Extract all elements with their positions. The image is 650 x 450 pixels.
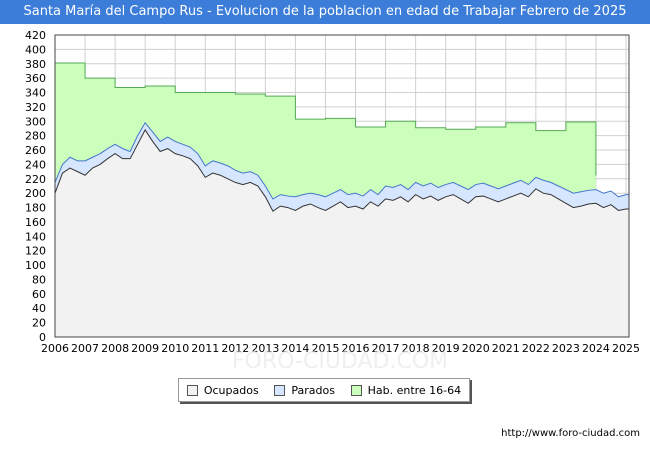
y-tick-label: 300	[25, 115, 46, 128]
legend-item-hab: Hab. entre 16-64	[350, 383, 462, 397]
x-tick-label: 2020	[462, 342, 490, 355]
x-tick-label: 2024	[582, 342, 610, 355]
y-tick-label: 40	[32, 302, 46, 315]
y-tick-label: 320	[25, 101, 46, 114]
y-tick-label: 100	[25, 259, 46, 272]
y-tick-label: 20	[32, 317, 46, 330]
x-tick-label: 2010	[161, 342, 189, 355]
y-tick-label: 180	[25, 202, 46, 215]
y-tick-label: 240	[25, 158, 46, 171]
x-tick-label: 2022	[522, 342, 550, 355]
legend: Ocupados Parados Hab. entre 16-64	[178, 378, 470, 402]
x-tick-label: 2007	[71, 342, 99, 355]
legend-swatch-ocupados	[186, 384, 198, 396]
y-tick-label: 60	[32, 288, 46, 301]
x-tick-label: 2025	[612, 342, 640, 355]
chart-title: Santa María del Campo Rus - Evolucion de…	[0, 0, 650, 24]
legend-item-parados: Parados	[274, 384, 335, 397]
series-ocupados-line	[54, 128, 629, 212]
x-tick-label: 2011	[191, 342, 219, 355]
y-tick-label: 420	[25, 29, 46, 42]
y-tick-label: 0	[39, 331, 46, 344]
y-tick-label: 160	[25, 216, 46, 229]
x-tick-label: 2009	[131, 342, 159, 355]
y-tick-label: 360	[25, 72, 46, 85]
series-parados-line	[54, 121, 629, 200]
legend-item-ocupados: Ocupados	[186, 383, 259, 397]
series-hab-line	[55, 62, 597, 176]
x-tick-label: 2013	[251, 342, 279, 355]
y-tick-label: 80	[32, 273, 46, 286]
y-tick-label: 380	[25, 58, 46, 71]
y-tick-label: 340	[25, 87, 46, 100]
x-tick-label: 2021	[492, 342, 520, 355]
legend-label-parados: Parados	[291, 383, 335, 397]
y-tick-label: 220	[25, 173, 46, 186]
x-tick-label: 2017	[372, 342, 400, 355]
legend-swatch-parados	[274, 384, 286, 396]
x-tick-label: 2014	[281, 342, 309, 355]
x-tick-label: 2016	[342, 342, 370, 355]
y-tick-label: 260	[25, 144, 46, 157]
legend-swatch-hab	[350, 384, 362, 396]
x-tick-label: 2023	[552, 342, 580, 355]
x-tick-label: 2008	[101, 342, 129, 355]
x-tick-label: 2006	[41, 342, 69, 355]
series-ocupados-area	[55, 129, 629, 337]
legend-label-ocupados: Ocupados	[203, 383, 259, 397]
watermark: FORO-CIUDAD.COM	[232, 349, 448, 374]
y-tick-label: 400	[25, 43, 46, 56]
source-url: http://www.foro-ciudad.com	[501, 428, 640, 439]
y-tick-label: 140	[25, 230, 46, 243]
legend-label-hab: Hab. entre 16-64	[367, 383, 462, 397]
x-tick-label: 2019	[432, 342, 460, 355]
x-tick-label: 2012	[221, 342, 249, 355]
x-tick-label: 2018	[402, 342, 430, 355]
plot-border	[54, 34, 630, 338]
y-tick-label: 280	[25, 130, 46, 143]
y-tick-label: 200	[25, 187, 46, 200]
x-tick-label: 2015	[311, 342, 339, 355]
y-tick-label: 120	[25, 245, 46, 258]
